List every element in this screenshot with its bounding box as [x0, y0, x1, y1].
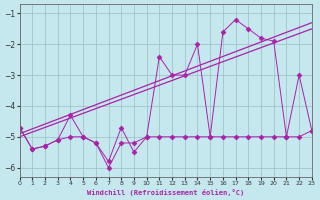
X-axis label: Windchill (Refroidissement éolien,°C): Windchill (Refroidissement éolien,°C)	[87, 189, 244, 196]
